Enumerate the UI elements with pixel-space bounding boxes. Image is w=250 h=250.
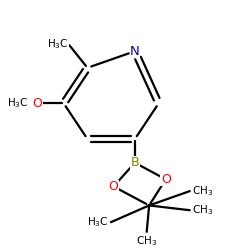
Text: CH$_3$: CH$_3$ xyxy=(192,184,213,198)
Text: O: O xyxy=(33,97,42,110)
Text: H$_3$C: H$_3$C xyxy=(47,37,68,51)
Text: CH$_3$: CH$_3$ xyxy=(192,203,213,217)
Text: O: O xyxy=(161,173,171,186)
Text: CH$_3$: CH$_3$ xyxy=(136,234,157,248)
Text: H$_3$C: H$_3$C xyxy=(6,96,28,110)
Text: B: B xyxy=(130,156,139,169)
Text: O: O xyxy=(108,180,118,193)
Text: N: N xyxy=(130,45,140,58)
Text: H$_3$C: H$_3$C xyxy=(87,215,109,229)
